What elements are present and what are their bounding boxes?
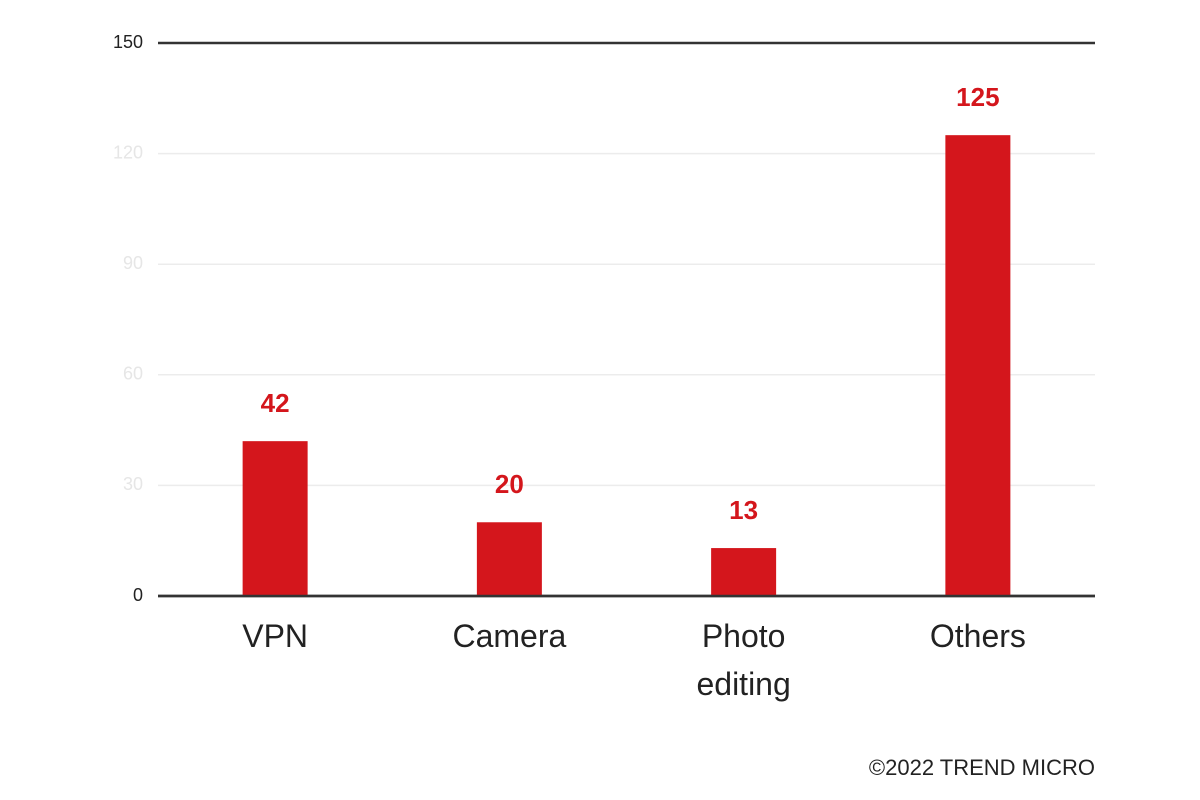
bar [711,548,777,596]
bar [476,522,542,596]
bar [242,441,308,596]
value-label: 125 [956,82,999,112]
value-label: 13 [729,495,758,525]
x-tick-label: VPN [242,618,309,654]
y-tick-label: 90 [123,253,143,273]
x-tick-label: Photo editing [696,618,791,702]
y-tick-label: 120 [113,142,143,162]
value-label: 42 [261,388,290,418]
y-tick-label: 0 [133,585,143,605]
x-tick-label: Others [929,618,1026,654]
y-tick-label: 30 [123,474,143,494]
value-label: 20 [495,469,524,499]
bar [945,135,1011,596]
y-tick-label: 60 [123,364,143,384]
x-tick-label: Camera [452,618,567,654]
y-tick-label: 150 [113,32,143,52]
source-note: ©2022 TREND MICRO [868,755,1095,780]
